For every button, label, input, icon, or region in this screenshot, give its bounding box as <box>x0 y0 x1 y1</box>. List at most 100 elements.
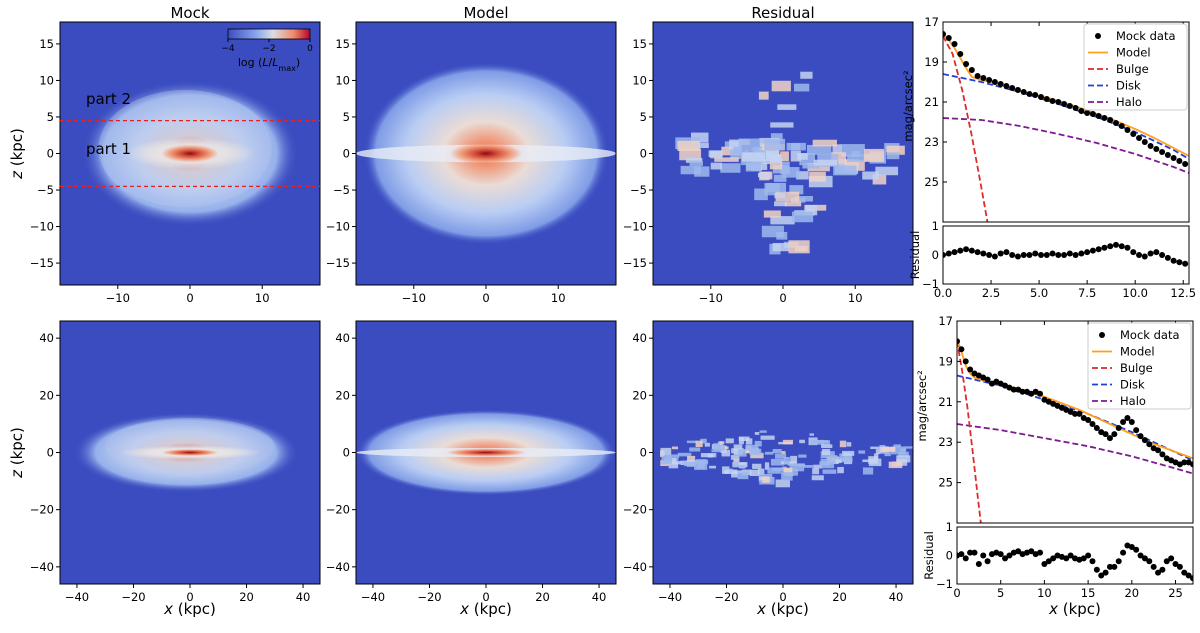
residual-point <box>1028 548 1035 555</box>
data-point <box>967 366 974 373</box>
residual-point <box>1084 249 1091 256</box>
residual-y-tick-label: −1 <box>936 577 953 591</box>
residual-body <box>957 542 1193 582</box>
y-tick-label: 0 <box>640 446 647 460</box>
residual-y-tick-label: 0 <box>946 549 953 563</box>
data-point <box>1037 390 1044 397</box>
legend-label-bulge: Bulge <box>1120 361 1153 375</box>
residual-point <box>1118 243 1125 250</box>
x-tick-label: 25 <box>1168 586 1183 600</box>
data-point <box>997 81 1004 87</box>
residual-point <box>967 549 974 556</box>
residual-block <box>754 432 760 435</box>
residual-point <box>986 252 993 258</box>
data-point <box>1055 99 1062 105</box>
x-tick-label: −20 <box>121 590 145 604</box>
y-tick-label: 17 <box>924 15 939 29</box>
residual-block <box>761 225 784 238</box>
y-axis-label-unit: (kpc) <box>8 427 26 470</box>
data-point <box>1072 410 1078 417</box>
y-axis-label-unit: (kpc) <box>8 128 26 171</box>
data-point <box>1159 451 1166 458</box>
residual-block <box>720 163 741 173</box>
galaxy-core <box>161 144 219 163</box>
residual-block <box>842 450 855 456</box>
residual-y-tick-label: −1 <box>922 277 939 291</box>
residual-point <box>1147 250 1154 257</box>
residual-point <box>1136 252 1143 258</box>
residual-block <box>873 453 879 460</box>
heatmap-body <box>660 430 913 488</box>
residual-point <box>980 552 987 559</box>
y-tick-label: 19 <box>924 55 939 69</box>
colorbar-label: log (L/Lmax) <box>238 56 300 73</box>
y-tick-label: 17 <box>938 314 953 328</box>
residual-block <box>695 440 703 448</box>
residual-point <box>1002 555 1009 562</box>
residual-block <box>905 446 913 449</box>
residual-block <box>764 462 770 470</box>
heatmap-panel-residual-0: −15 −10 −5 0 5 10 15 −10 0 10 <box>623 21 914 305</box>
residual-block <box>770 154 782 162</box>
residual-block <box>770 458 785 466</box>
residual-point <box>1006 552 1013 559</box>
x-tick-label: 0 <box>482 291 489 305</box>
y-tick-label: 10 <box>39 73 54 87</box>
column-title-model: Model <box>463 4 508 22</box>
y-tick-label: 0 <box>343 147 350 161</box>
data-point <box>951 41 958 47</box>
residual-block <box>839 440 847 448</box>
residual-point <box>1049 250 1056 257</box>
data-point <box>974 73 981 79</box>
annotation-part1: part 1 <box>86 140 131 158</box>
residual-point <box>1089 247 1096 254</box>
residual-point <box>1128 543 1135 550</box>
residual-point <box>1164 254 1171 261</box>
data-point <box>1107 117 1114 123</box>
x-axis-label-var: x <box>1048 600 1058 618</box>
x-axis-label: x (kpc) <box>756 600 809 618</box>
data-point <box>1010 386 1017 393</box>
residual-block <box>802 163 820 169</box>
column-title-mock: Mock <box>170 4 209 22</box>
colorbar-tick-label: −4 <box>221 44 235 54</box>
residual-block <box>724 446 729 450</box>
y-axis-label-var: z <box>8 170 26 180</box>
residual-point <box>1061 252 1068 258</box>
residual-point <box>1172 561 1179 568</box>
residual-block <box>803 465 814 468</box>
residual-block <box>684 461 696 467</box>
data-point <box>1019 388 1026 395</box>
data-point <box>963 61 970 67</box>
y-axis-label: z (kpc) <box>8 128 26 180</box>
y-tick-label: −5 <box>37 183 54 197</box>
residual-block <box>668 461 679 469</box>
x-tick-label: 20 <box>1124 586 1139 600</box>
residual-block <box>764 451 774 455</box>
data-point <box>958 346 965 353</box>
galaxy-core <box>161 449 219 456</box>
residual-block <box>700 453 717 458</box>
legend-box <box>1083 23 1188 111</box>
residual-point <box>1041 561 1048 568</box>
residual-block <box>769 158 783 170</box>
residual-point <box>1133 546 1140 553</box>
data-point <box>945 35 952 41</box>
residual-point <box>1080 555 1087 562</box>
residual-point <box>1063 555 1070 562</box>
residual-block <box>677 140 700 151</box>
residual-block <box>764 138 786 151</box>
profile-x-label: x (kpc) <box>1048 600 1101 618</box>
legend-marker <box>1095 33 1101 39</box>
colorbar <box>227 28 311 40</box>
residual-block <box>731 471 738 478</box>
y-tick-label: 21 <box>938 395 953 409</box>
residual-block <box>685 157 703 163</box>
y-tick-label: 0 <box>343 446 350 460</box>
residual-block <box>772 449 782 454</box>
x-axis-label-unit: (kpc) <box>1058 600 1101 618</box>
y-tick-label: −15 <box>326 256 350 270</box>
data-point <box>1159 149 1166 155</box>
residual-block <box>732 462 748 468</box>
